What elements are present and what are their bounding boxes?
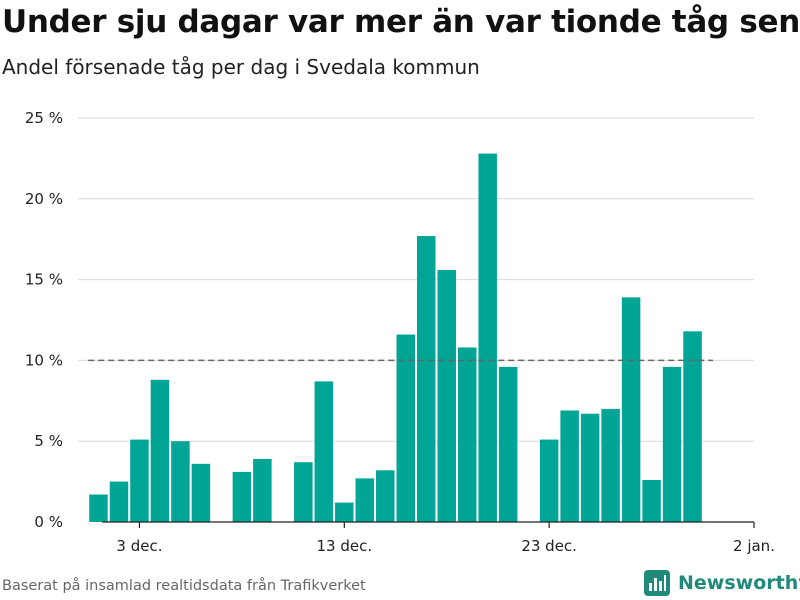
bar xyxy=(253,459,271,522)
bar xyxy=(458,347,476,522)
y-tick-label: 10 % xyxy=(25,351,63,369)
y-tick-label: 20 % xyxy=(25,190,63,208)
bar xyxy=(376,470,394,522)
brand-name: Newsworthy xyxy=(678,572,800,594)
bar-chart: 0 % 5 % 10 % 15 % 20 % 25 % 3 dec. 13 dec. 23 de… xyxy=(0,0,800,600)
source-note: Baserat på insamlad realtidsdata från Tr… xyxy=(2,578,366,594)
bar xyxy=(151,380,169,522)
y-tick-label: 0 % xyxy=(34,513,63,531)
bar xyxy=(622,297,640,522)
bar xyxy=(315,381,333,522)
x-tick-label: 2 jan. xyxy=(733,537,775,555)
x-tick-label: 23 dec. xyxy=(521,537,577,555)
bar xyxy=(89,495,107,522)
bar xyxy=(601,409,619,522)
x-tick-label: 3 dec. xyxy=(116,537,162,555)
y-tick-label: 25 % xyxy=(25,109,63,127)
newsworthy-logo-icon xyxy=(644,570,670,596)
bar xyxy=(478,154,496,522)
bar xyxy=(560,410,578,522)
brand-logo: Newsworthy xyxy=(644,568,800,598)
bar xyxy=(540,440,558,522)
y-tick-label: 15 % xyxy=(25,271,63,289)
bar xyxy=(499,367,517,522)
bar xyxy=(171,441,189,522)
bar xyxy=(130,440,148,522)
x-tick-label: 13 dec. xyxy=(316,537,372,555)
bar xyxy=(335,503,353,522)
bar xyxy=(642,480,660,522)
bar xyxy=(233,472,251,522)
bar xyxy=(437,270,455,522)
bar xyxy=(294,462,312,522)
bar xyxy=(356,478,374,522)
bar xyxy=(417,236,435,522)
bar xyxy=(110,482,128,522)
bar xyxy=(192,464,210,522)
bar xyxy=(581,414,599,522)
y-tick-label: 5 % xyxy=(34,432,63,450)
bar xyxy=(663,367,681,522)
bar xyxy=(397,335,415,522)
